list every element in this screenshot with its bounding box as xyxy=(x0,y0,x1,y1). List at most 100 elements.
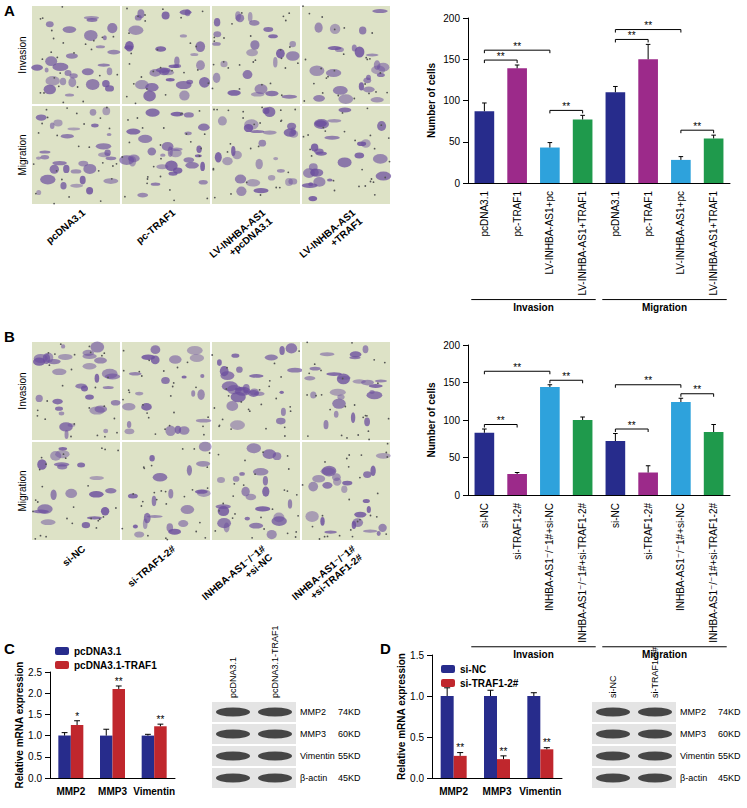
svg-text:74KD: 74KD xyxy=(338,707,361,717)
svg-text:LV-INHBA-AS1+TRAF1: LV-INHBA-AS1+TRAF1 xyxy=(708,191,719,296)
svg-text:**: ** xyxy=(562,371,570,382)
svg-text:pcDNA3.1: pcDNA3.1 xyxy=(74,646,122,657)
svg-text:**: ** xyxy=(693,384,701,395)
svg-text:1.0: 1.0 xyxy=(28,730,42,741)
svg-text:Invasion: Invasion xyxy=(513,302,554,313)
svg-text:1.5: 1.5 xyxy=(410,650,424,661)
svg-text:LV-INHBA-AS1+pc: LV-INHBA-AS1+pc xyxy=(675,191,686,274)
svg-text:0.5: 0.5 xyxy=(28,751,42,762)
svg-text:50: 50 xyxy=(449,452,461,463)
svg-text:si-NC: si-NC xyxy=(479,503,490,528)
svg-text:45KD: 45KD xyxy=(718,773,741,783)
svg-text:si-TRAF1-2#: si-TRAF1-2# xyxy=(460,678,519,689)
svg-text:50: 50 xyxy=(449,136,461,147)
svg-text:0.0: 0.0 xyxy=(28,773,42,784)
svg-text:LV-INHBA-AS1+pc: LV-INHBA-AS1+pc xyxy=(544,191,555,274)
svg-text:si-TRAF1-2#: si-TRAF1-2# xyxy=(512,503,523,560)
svg-text:55KD: 55KD xyxy=(338,751,361,761)
svg-text:150: 150 xyxy=(443,377,460,388)
svg-text:**: ** xyxy=(644,375,652,386)
svg-text:Vimentin: Vimentin xyxy=(300,751,335,761)
svg-text:si-TRAF1-2#: si-TRAF1-2# xyxy=(643,503,654,560)
svg-text:LV-INHBA-AS1+TRAF1: LV-INHBA-AS1+TRAF1 xyxy=(577,191,588,296)
svg-text:**: ** xyxy=(628,30,636,41)
svg-text:A: A xyxy=(4,2,15,19)
svg-text:C: C xyxy=(4,640,15,657)
svg-text:**: ** xyxy=(497,51,505,62)
svg-text:1.5: 1.5 xyxy=(28,709,42,720)
svg-text:60KD: 60KD xyxy=(338,729,361,739)
svg-text:Migration: Migration xyxy=(17,134,28,175)
svg-text:MMP3: MMP3 xyxy=(300,729,326,739)
svg-text:INHBA-AS1⁻/⁻1#+si-NC: INHBA-AS1⁻/⁻1#+si-NC xyxy=(200,543,275,611)
svg-text:Invasion: Invasion xyxy=(17,372,28,409)
svg-text:1.0: 1.0 xyxy=(410,691,424,702)
svg-text:si-NC: si-NC xyxy=(610,503,621,528)
svg-text:B: B xyxy=(4,328,15,345)
svg-text:74KD: 74KD xyxy=(718,707,741,717)
svg-text:MMP2: MMP2 xyxy=(680,707,706,717)
svg-text:2.0: 2.0 xyxy=(28,688,42,699)
svg-text:si-NC: si-NC xyxy=(460,664,486,675)
svg-text:**: ** xyxy=(456,742,464,753)
svg-text:**: ** xyxy=(500,746,508,757)
svg-text:MMP3: MMP3 xyxy=(483,786,512,797)
svg-text:INHBA-AS1⁻/⁻1#+si-NC: INHBA-AS1⁻/⁻1#+si-NC xyxy=(675,503,686,611)
svg-text:45KD: 45KD xyxy=(338,773,361,783)
svg-text:si-NC: si-NC xyxy=(608,675,618,698)
svg-text:Relative mRNA expression: Relative mRNA expression xyxy=(14,662,25,789)
svg-text:**: ** xyxy=(644,20,652,31)
svg-text:pcDNA3.1: pcDNA3.1 xyxy=(228,657,238,698)
svg-text:**: ** xyxy=(543,737,551,748)
svg-text:*: * xyxy=(75,711,79,722)
svg-text:Migration: Migration xyxy=(642,649,687,660)
svg-text:INHBA-AS1⁻/⁻1#+si-NC: INHBA-AS1⁻/⁻1#+si-NC xyxy=(544,503,555,611)
svg-text:LV-INHBA-AS1+pcDNA3.1: LV-INHBA-AS1+pcDNA3.1 xyxy=(207,207,275,269)
svg-text:pc-TRAF1: pc-TRAF1 xyxy=(512,191,523,237)
svg-text:**: ** xyxy=(115,676,123,687)
svg-text:pcDNA3.1: pcDNA3.1 xyxy=(479,191,490,237)
svg-text:β-actin: β-actin xyxy=(680,773,707,783)
svg-text:0.5: 0.5 xyxy=(410,732,424,743)
svg-text:pc-TRAF1: pc-TRAF1 xyxy=(643,191,654,237)
svg-text:Number of cells: Number of cells xyxy=(426,63,437,138)
svg-text:Vimentin: Vimentin xyxy=(519,786,561,797)
svg-text:LV-INHBA-AS1+TRAF1: LV-INHBA-AS1+TRAF1 xyxy=(297,207,365,269)
svg-text:MMP3: MMP3 xyxy=(680,729,706,739)
svg-text:**: ** xyxy=(628,420,636,431)
svg-text:200: 200 xyxy=(443,340,460,351)
svg-text:Relative mRNA expression: Relative mRNA expression xyxy=(396,653,407,780)
svg-text:INHBA-AS1⁻/⁻1#+si-TRAF1-2#: INHBA-AS1⁻/⁻1#+si-TRAF1-2# xyxy=(577,503,588,643)
svg-text:0: 0 xyxy=(454,178,460,189)
svg-text:Number of cells: Number of cells xyxy=(426,382,437,457)
svg-text:100: 100 xyxy=(443,95,460,106)
svg-text:**: ** xyxy=(693,121,701,132)
svg-text:Migration: Migration xyxy=(17,470,28,511)
svg-text:INHBA-AS1⁻/⁻1#+si-TRAF1-2#: INHBA-AS1⁻/⁻1#+si-TRAF1-2# xyxy=(290,543,365,611)
svg-text:MMP3: MMP3 xyxy=(98,786,127,797)
svg-text:200: 200 xyxy=(443,13,460,24)
svg-text:MMP2: MMP2 xyxy=(439,786,468,797)
svg-text:**: ** xyxy=(157,714,165,725)
svg-text:Invasion: Invasion xyxy=(17,36,28,73)
svg-text:0: 0 xyxy=(454,490,460,501)
svg-text:150: 150 xyxy=(443,54,460,65)
svg-text:60KD: 60KD xyxy=(718,729,741,739)
svg-text:MMP2: MMP2 xyxy=(56,786,85,797)
svg-text:si-NC: si-NC xyxy=(60,543,87,568)
svg-text:55KD: 55KD xyxy=(718,751,741,761)
svg-text:D: D xyxy=(380,640,391,657)
svg-text:Invasion: Invasion xyxy=(513,649,554,660)
svg-text:β-actin: β-actin xyxy=(300,773,327,783)
svg-text:INHBA-AS1⁻/⁻1#+si-TRAF1-2#: INHBA-AS1⁻/⁻1#+si-TRAF1-2# xyxy=(708,503,719,643)
svg-text:**: ** xyxy=(497,415,505,426)
svg-text:pcDNA3.1-TRAF1: pcDNA3.1-TRAF1 xyxy=(74,660,157,671)
svg-text:0.0: 0.0 xyxy=(410,773,424,784)
svg-text:**: ** xyxy=(513,362,521,373)
svg-text:pc-TRAF1: pc-TRAF1 xyxy=(134,207,178,246)
svg-text:pcDNA3.1-TRAF1: pcDNA3.1-TRAF1 xyxy=(270,625,280,698)
svg-text:Migration: Migration xyxy=(642,302,687,313)
svg-text:Vimentin: Vimentin xyxy=(680,751,715,761)
svg-text:MMP2: MMP2 xyxy=(300,707,326,717)
svg-text:**: ** xyxy=(562,101,570,112)
